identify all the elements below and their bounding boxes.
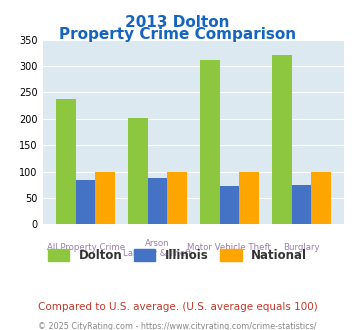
Text: Arson: Arson xyxy=(145,239,170,248)
Text: Motor Vehicle Theft: Motor Vehicle Theft xyxy=(187,244,271,252)
Bar xyxy=(76,180,95,224)
Text: Larceny & Theft: Larceny & Theft xyxy=(123,249,192,258)
Bar xyxy=(56,99,76,224)
Bar xyxy=(220,186,239,224)
Text: Property Crime Comparison: Property Crime Comparison xyxy=(59,27,296,42)
Text: © 2025 CityRating.com - https://www.cityrating.com/crime-statistics/: © 2025 CityRating.com - https://www.city… xyxy=(38,322,317,330)
Bar xyxy=(311,172,331,224)
Bar xyxy=(95,172,115,224)
Legend: Dolton, Illinois, National: Dolton, Illinois, National xyxy=(43,244,312,266)
Text: 2013 Dolton: 2013 Dolton xyxy=(125,15,230,30)
Bar xyxy=(167,172,187,224)
Bar xyxy=(291,185,311,224)
Text: Compared to U.S. average. (U.S. average equals 100): Compared to U.S. average. (U.S. average … xyxy=(38,302,317,312)
Bar xyxy=(200,60,220,224)
Bar xyxy=(128,118,148,224)
Bar xyxy=(272,55,291,224)
Bar xyxy=(148,178,167,224)
Bar xyxy=(239,172,259,224)
Text: All Property Crime: All Property Crime xyxy=(47,244,125,252)
Text: Burglary: Burglary xyxy=(283,244,320,252)
